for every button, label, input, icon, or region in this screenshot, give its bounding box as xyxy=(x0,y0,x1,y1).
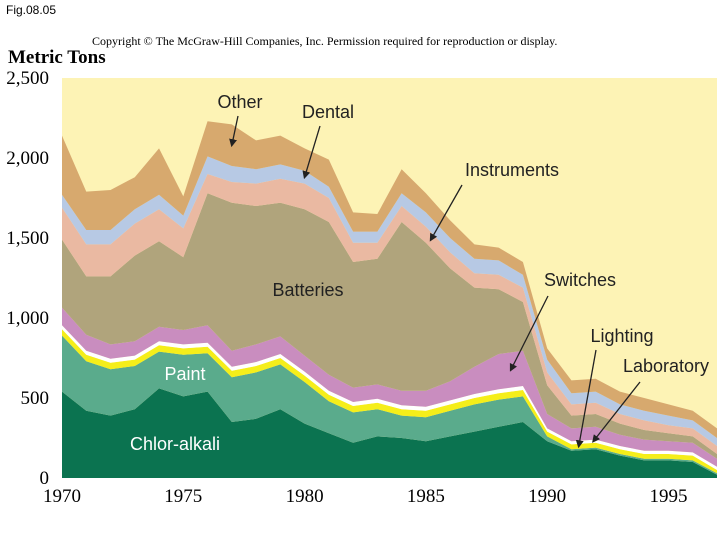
annotation-dental: Dental xyxy=(302,102,354,122)
area-laboratory xyxy=(62,325,717,470)
annotation-batteries: Batteries xyxy=(272,280,343,300)
area-batteries xyxy=(62,193,717,459)
area-instruments xyxy=(62,174,717,454)
annotations: Other Dental Instruments Batteries Switches L… xyxy=(130,92,709,454)
arrow-switches xyxy=(509,295,549,372)
area-switches xyxy=(62,307,717,467)
y-tick-label: 0 xyxy=(40,468,50,489)
y-tick-label: 500 xyxy=(21,388,50,409)
area-paint xyxy=(62,335,717,475)
annotation-switches: Switches xyxy=(544,270,616,290)
area-other xyxy=(62,121,717,438)
annotation-laboratory: Laboratory xyxy=(623,356,709,376)
annotation-instruments: Instruments xyxy=(465,160,559,180)
annotation-chlor-alkali: Chlor-alkali xyxy=(130,434,220,454)
y-tick-label: 1,000 xyxy=(6,308,49,329)
y-tick-label: 2,000 xyxy=(6,148,49,169)
arrow-other xyxy=(229,115,239,148)
area-layers xyxy=(62,121,717,478)
arrow-laboratory xyxy=(592,381,641,443)
annotation-paint: Paint xyxy=(164,364,205,384)
x-tick-label: 1970 xyxy=(43,486,81,507)
x-tick-label: 1995 xyxy=(649,486,687,507)
x-tick-label: 1985 xyxy=(407,486,445,507)
arrow-dental xyxy=(302,125,321,180)
area-dental xyxy=(62,156,717,446)
y-tick-label: 2,500 xyxy=(6,68,49,89)
figure-label: Fig.08.05 xyxy=(6,3,57,17)
y-axis: 0 500 1,000 1,500 2,000 2,500 xyxy=(6,68,49,489)
x-axis: 1970 1975 1980 1985 1990 1995 xyxy=(43,486,687,507)
arrow-lighting xyxy=(575,349,597,449)
copyright-notice: Copyright © The McGraw-Hill Companies, I… xyxy=(92,34,558,48)
annotation-lighting: Lighting xyxy=(590,326,653,346)
x-tick-label: 1990 xyxy=(528,486,566,507)
y-axis-unit-label: Metric Tons xyxy=(8,47,106,68)
annotation-other: Other xyxy=(217,92,262,112)
area-lighting xyxy=(62,329,717,474)
x-tick-label: 1980 xyxy=(286,486,324,507)
x-tick-label: 1975 xyxy=(164,486,202,507)
arrow-instruments xyxy=(429,184,463,242)
y-tick-label: 1,500 xyxy=(6,228,49,249)
area-chlor-alkali xyxy=(62,388,717,478)
